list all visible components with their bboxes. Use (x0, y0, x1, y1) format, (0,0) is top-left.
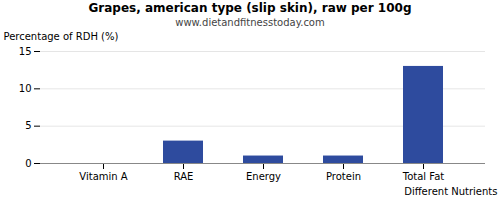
svg-text:Percentage of RDH (%): Percentage of RDH (%) (4, 31, 119, 42)
svg-text:Vitamin A: Vitamin A (79, 171, 127, 182)
svg-text:5: 5 (25, 120, 31, 131)
svg-text:15: 15 (19, 46, 32, 57)
svg-text:10: 10 (19, 83, 32, 94)
svg-text:Energy: Energy (246, 171, 281, 182)
svg-text:RAE: RAE (174, 171, 194, 182)
svg-text:Different Nutrients: Different Nutrients (404, 186, 497, 197)
svg-text:0: 0 (25, 158, 31, 169)
html-text:www.dietandfitnesstoday.com: www.dietandfitnesstoday.com (175, 17, 325, 28)
html-text:Grapes, american type (slip sk: Grapes, american type (slip skin), raw p… (88, 1, 412, 15)
svg-text:Total Fat: Total Fat (402, 171, 444, 182)
svg-text:Protein: Protein (326, 171, 361, 182)
